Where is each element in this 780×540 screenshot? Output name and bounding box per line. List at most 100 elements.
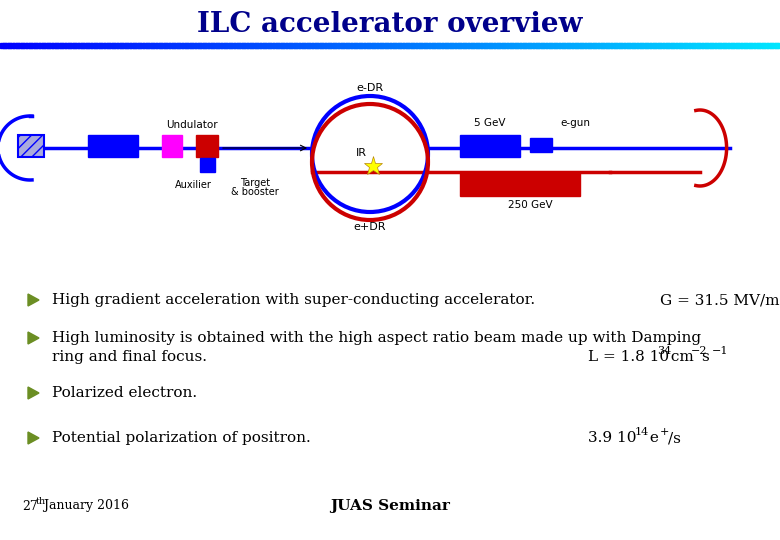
- Bar: [156, 43, 160, 48]
- Bar: [34, 43, 37, 48]
- Bar: [234, 43, 238, 48]
- Bar: [151, 43, 154, 48]
- Bar: [390, 43, 394, 48]
- Bar: [122, 43, 126, 48]
- FancyBboxPatch shape: [18, 135, 44, 157]
- Bar: [429, 43, 433, 48]
- Bar: [18, 43, 22, 48]
- Bar: [624, 43, 628, 48]
- Bar: [174, 43, 178, 48]
- Bar: [239, 43, 243, 48]
- Bar: [364, 43, 367, 48]
- Bar: [562, 43, 566, 48]
- Text: Undulator: Undulator: [166, 120, 218, 130]
- Bar: [587, 43, 591, 48]
- Bar: [489, 43, 492, 48]
- Bar: [91, 43, 94, 48]
- Bar: [517, 43, 521, 48]
- Bar: [515, 43, 519, 48]
- Bar: [265, 43, 269, 48]
- Bar: [135, 43, 139, 48]
- Bar: [398, 43, 402, 48]
- Bar: [86, 43, 90, 48]
- Bar: [460, 135, 520, 157]
- Bar: [49, 43, 53, 48]
- Bar: [554, 43, 558, 48]
- Bar: [778, 43, 780, 48]
- Bar: [179, 43, 183, 48]
- Polygon shape: [28, 332, 39, 344]
- Bar: [715, 43, 718, 48]
- Bar: [536, 43, 539, 48]
- Bar: [296, 43, 300, 48]
- Bar: [260, 43, 264, 48]
- Bar: [637, 43, 640, 48]
- Bar: [314, 43, 318, 48]
- Bar: [546, 43, 550, 48]
- Text: cm: cm: [666, 350, 693, 364]
- Bar: [608, 43, 612, 48]
- Bar: [577, 43, 581, 48]
- Bar: [478, 43, 482, 48]
- Bar: [445, 43, 448, 48]
- Bar: [146, 43, 149, 48]
- Bar: [83, 43, 87, 48]
- Bar: [512, 43, 516, 48]
- Bar: [403, 43, 406, 48]
- Bar: [361, 43, 365, 48]
- Bar: [725, 43, 729, 48]
- Bar: [335, 43, 339, 48]
- Text: High luminosity is obtained with the high aspect ratio beam made up with Damping: High luminosity is obtained with the hig…: [52, 331, 701, 345]
- Text: 250 GeV: 250 GeV: [508, 200, 552, 210]
- Bar: [642, 43, 646, 48]
- Bar: [96, 43, 100, 48]
- Bar: [681, 43, 685, 48]
- Bar: [172, 43, 176, 48]
- Bar: [369, 43, 373, 48]
- Bar: [497, 43, 500, 48]
- Bar: [8, 43, 12, 48]
- Bar: [125, 43, 129, 48]
- Bar: [257, 43, 261, 48]
- Bar: [317, 43, 321, 48]
- Bar: [548, 43, 552, 48]
- Bar: [525, 43, 529, 48]
- Bar: [322, 43, 326, 48]
- Bar: [211, 43, 215, 48]
- Bar: [328, 43, 331, 48]
- Bar: [356, 43, 360, 48]
- Bar: [60, 43, 63, 48]
- Bar: [601, 43, 604, 48]
- Bar: [343, 43, 347, 48]
- Bar: [353, 43, 357, 48]
- Bar: [117, 43, 121, 48]
- Bar: [541, 43, 544, 48]
- Text: 5 GeV: 5 GeV: [474, 118, 505, 128]
- Bar: [507, 43, 511, 48]
- Bar: [572, 43, 576, 48]
- Bar: [143, 43, 147, 48]
- Bar: [346, 43, 349, 48]
- Bar: [88, 135, 138, 157]
- Bar: [216, 43, 219, 48]
- Bar: [65, 43, 69, 48]
- Bar: [107, 43, 110, 48]
- Bar: [421, 43, 425, 48]
- Bar: [647, 43, 651, 48]
- Bar: [502, 43, 505, 48]
- Bar: [663, 43, 667, 48]
- Bar: [424, 43, 427, 48]
- Bar: [197, 43, 201, 48]
- Bar: [252, 43, 256, 48]
- Bar: [460, 43, 464, 48]
- Text: 14: 14: [635, 427, 649, 437]
- Text: 3.9 10: 3.9 10: [588, 431, 636, 445]
- Bar: [127, 43, 131, 48]
- Bar: [94, 43, 98, 48]
- Bar: [533, 43, 537, 48]
- Bar: [775, 43, 778, 48]
- Polygon shape: [28, 387, 39, 399]
- Bar: [463, 43, 466, 48]
- Text: 27: 27: [22, 500, 37, 512]
- Bar: [205, 43, 209, 48]
